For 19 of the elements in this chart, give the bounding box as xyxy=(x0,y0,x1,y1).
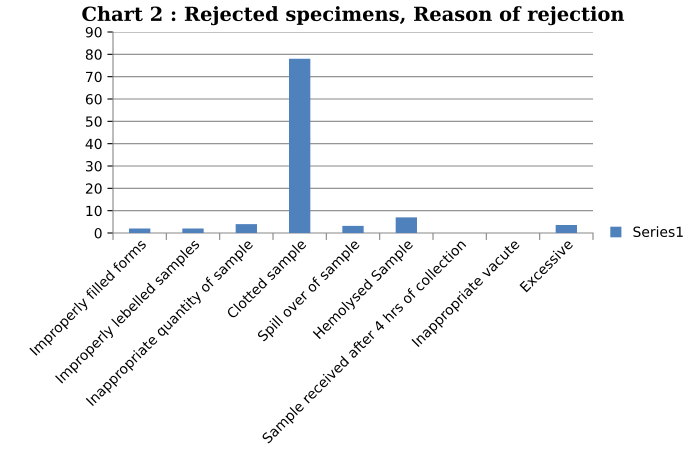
y-tick-label: 70 xyxy=(86,72,102,82)
bar xyxy=(289,58,310,233)
y-tick-label: 50 xyxy=(86,116,102,127)
chart-title: Chart 2 : Rejected specimens, Reason of rejection xyxy=(82,6,624,26)
bar xyxy=(129,228,150,233)
bar xyxy=(182,228,204,233)
y-tick-label: 40 xyxy=(86,138,102,150)
y-tick-label: 20 xyxy=(86,183,102,194)
y-tick-label: 80 xyxy=(86,49,102,60)
y-tick-label: 60 xyxy=(86,94,102,104)
legend-label: Series1 xyxy=(633,226,683,238)
y-tick-label: 0 xyxy=(94,228,102,238)
bar xyxy=(236,224,257,233)
y-tick-label: 10 xyxy=(86,206,102,216)
y-tick-label: 90 xyxy=(86,26,102,38)
y-tick-label: 30 xyxy=(86,160,102,172)
bar xyxy=(556,224,577,233)
bar xyxy=(396,217,417,233)
bar xyxy=(342,226,364,233)
